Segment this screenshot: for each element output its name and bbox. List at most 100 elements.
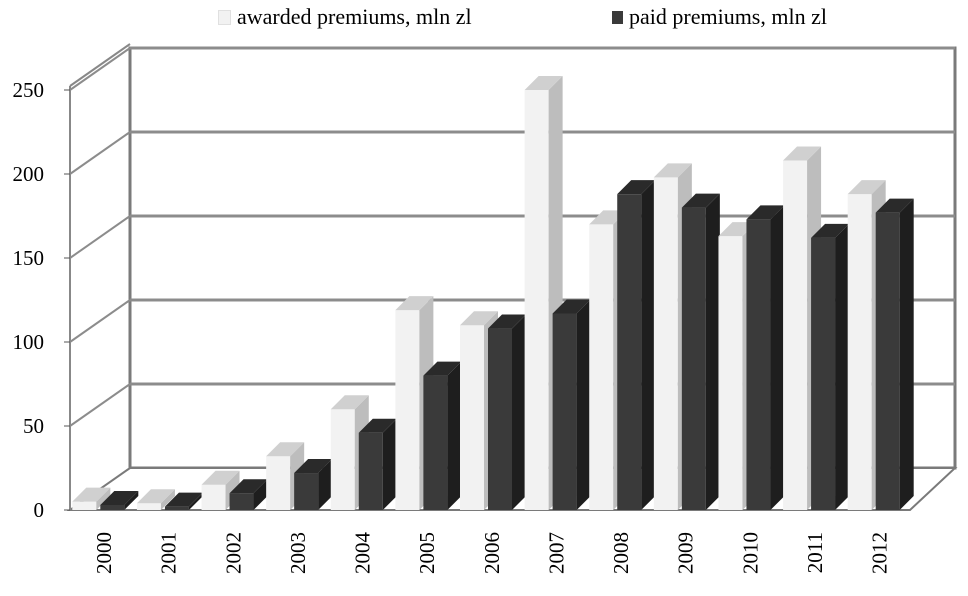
- gridline-side: [69, 131, 131, 175]
- bar-front: [460, 325, 484, 510]
- left-wall-top: [69, 43, 131, 87]
- y-tick-label: 100: [13, 330, 45, 354]
- bar-top: [395, 296, 434, 311]
- bar-top: [783, 146, 822, 161]
- bar-top: [100, 490, 139, 505]
- bar-front: [681, 207, 706, 510]
- bar-paid-2003: [294, 459, 333, 510]
- y-axis: 0 50 100 150 200 250: [13, 78, 70, 522]
- bar-paid-2006: [488, 314, 526, 510]
- bar-front: [358, 432, 383, 510]
- x-tick-label: 2001: [157, 532, 181, 574]
- bar-top: [136, 489, 175, 504]
- bar-top: [617, 180, 656, 195]
- bar-top: [266, 442, 305, 457]
- bar-paid-2005: [423, 361, 462, 510]
- x-tick-label: 2006: [480, 532, 504, 574]
- bar-side: [770, 205, 785, 511]
- bar-top: [201, 470, 240, 485]
- bar-paid-2010: [746, 205, 785, 511]
- x-tick-label: 2007: [544, 532, 568, 574]
- bar-top: [488, 314, 526, 329]
- bar-paid-2002: [229, 479, 268, 510]
- x-tick-label: 2004: [351, 532, 375, 575]
- bar-top: [681, 193, 720, 208]
- y-tick-label: 0: [34, 498, 45, 522]
- x-tick-label: 2005: [415, 532, 439, 574]
- y-tick-label: 250: [13, 78, 45, 102]
- x-tick-label: 2009: [674, 532, 698, 574]
- bar-side: [512, 314, 526, 510]
- legend-swatch-awarded: [218, 9, 231, 25]
- bar-front: [524, 90, 549, 510]
- gridline-side: [69, 299, 131, 343]
- bar-front: [164, 506, 189, 510]
- bar-top: [811, 223, 850, 238]
- bar-front: [847, 194, 872, 510]
- bar-front: [589, 224, 614, 510]
- bar-front: [783, 160, 808, 510]
- bar-front: [330, 409, 355, 510]
- bar-front: [423, 375, 448, 510]
- bar-top: [330, 395, 369, 410]
- bar-side: [188, 492, 203, 510]
- x-tick-label: 2012: [868, 532, 892, 574]
- bar-front: [811, 237, 836, 510]
- bar-side: [253, 479, 268, 510]
- bar-top: [847, 180, 886, 195]
- legend-item-awarded: awarded premiums, mln zl: [218, 2, 472, 32]
- legend-item-paid: paid premiums, mln zl: [612, 2, 827, 32]
- bar-front: [72, 501, 97, 510]
- y-tick-label: 150: [13, 246, 45, 270]
- bar-front: [266, 456, 291, 510]
- bar-top: [524, 76, 563, 90]
- bar-front: [653, 177, 678, 511]
- bar-paid-2007: [552, 299, 591, 510]
- bar-paid-2009: [681, 193, 720, 510]
- bar-front: [617, 194, 642, 510]
- gridline-side: [69, 383, 131, 427]
- bar-front: [100, 504, 125, 510]
- bar-top: [294, 459, 333, 474]
- bar-side: [96, 487, 111, 510]
- bar-side: [447, 361, 462, 510]
- bar-front: [201, 484, 226, 510]
- legend-swatch-paid: [612, 10, 623, 24]
- bar-side: [318, 459, 333, 510]
- x-tick-label: 2000: [92, 532, 116, 574]
- bar-paid-2004: [358, 418, 397, 510]
- bar-side: [899, 198, 914, 510]
- bar-front: [136, 503, 161, 510]
- bar-top: [460, 311, 498, 326]
- bar-side: [382, 418, 397, 510]
- bar-top: [423, 361, 462, 376]
- bar-top: [653, 163, 692, 178]
- y-tick-label: 200: [13, 162, 45, 186]
- bar-awarded-2007: [524, 76, 563, 510]
- bar-top: [552, 299, 591, 314]
- x-axis: 2000 2001 2002 2003 2004 2005 2006 2007 2008 2009…: [92, 532, 891, 575]
- bar-front: [552, 313, 577, 510]
- bar-top: [746, 205, 785, 220]
- bar-side: [835, 223, 850, 510]
- gridline-side: [69, 47, 131, 91]
- bar-front: [229, 493, 254, 510]
- bar-paid-2011: [811, 223, 850, 510]
- bar-side: [160, 489, 175, 510]
- legend-label-awarded: awarded premiums, mln zl: [237, 4, 472, 29]
- bar-top: [358, 418, 397, 433]
- bar-side: [641, 180, 656, 510]
- bar-awarded-2002: [201, 470, 240, 510]
- bar-top: [229, 479, 268, 494]
- bar-top: [875, 198, 914, 213]
- bar-paid-2008: [617, 180, 656, 510]
- bar-front: [395, 310, 420, 510]
- bar-paid-2000: [100, 490, 139, 510]
- bar-paid-2001: [164, 492, 203, 510]
- bar-front: [875, 212, 900, 510]
- x-tick-label: 2002: [221, 532, 245, 574]
- bar-front: [488, 328, 512, 510]
- bar-top: [72, 487, 111, 502]
- bar-top: [164, 492, 203, 507]
